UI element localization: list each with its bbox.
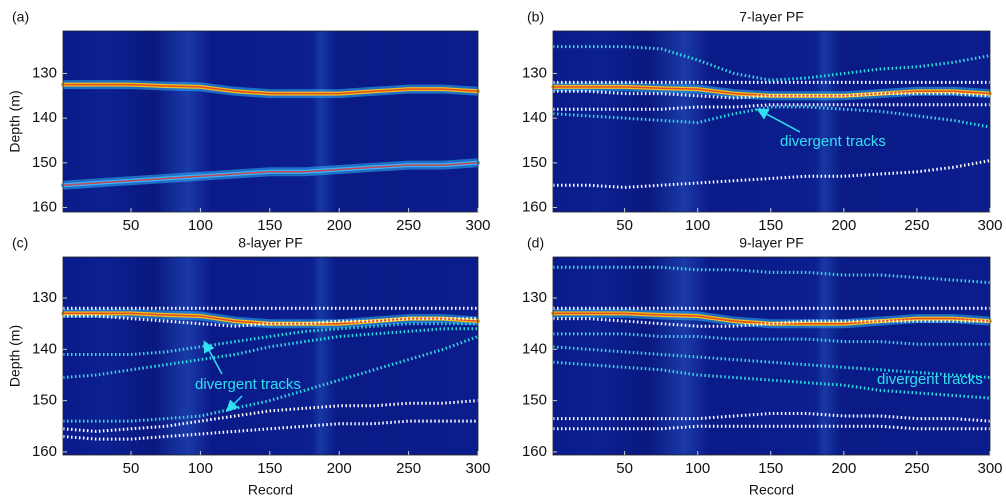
track bbox=[553, 412, 991, 423]
x-tick-label: 250 bbox=[396, 217, 421, 234]
x-tick-label: 50 bbox=[616, 460, 633, 477]
x-tick-label: 300 bbox=[465, 460, 490, 477]
x-tick-label: 100 bbox=[188, 217, 213, 234]
y-tick-label: 130 bbox=[32, 289, 57, 306]
annotation-arrow bbox=[756, 108, 801, 133]
plot-frame bbox=[552, 30, 991, 213]
x-tick-label: 50 bbox=[616, 217, 633, 234]
band-core bbox=[63, 83, 479, 95]
y-tick-label: 140 bbox=[522, 109, 547, 126]
y-tick-label: 140 bbox=[32, 109, 57, 126]
track bbox=[62, 399, 479, 433]
x-tick-label: 250 bbox=[904, 217, 929, 234]
x-tick-label: 150 bbox=[257, 217, 282, 234]
x-tick-label: 200 bbox=[831, 217, 856, 234]
plot-frame bbox=[552, 256, 991, 456]
track bbox=[553, 424, 990, 431]
x-tick-label: 150 bbox=[758, 460, 783, 477]
track bbox=[552, 360, 991, 400]
y-tick-label: 150 bbox=[522, 392, 547, 409]
panel-title: 9-layer PF bbox=[739, 235, 804, 251]
x-tick-label: 150 bbox=[257, 460, 282, 477]
x-tick-label: 100 bbox=[188, 460, 213, 477]
x-tick-label: 200 bbox=[831, 460, 856, 477]
panel-label: (b) bbox=[527, 9, 544, 25]
band-core bbox=[63, 312, 479, 325]
track bbox=[553, 317, 990, 328]
plot-frame bbox=[62, 30, 479, 213]
panel-label: (c) bbox=[12, 235, 28, 251]
annotation-arrow bbox=[203, 340, 223, 375]
track bbox=[553, 332, 990, 346]
x-tick-label: 50 bbox=[123, 460, 140, 477]
y-tick-label: 150 bbox=[522, 154, 547, 171]
track bbox=[62, 419, 478, 441]
x-tick-label: 300 bbox=[977, 217, 1002, 234]
track bbox=[553, 89, 991, 100]
track bbox=[553, 265, 991, 285]
x-tick-label: 200 bbox=[327, 217, 352, 234]
track bbox=[63, 335, 479, 423]
y-tick-label: 150 bbox=[32, 154, 57, 171]
y-tick-label: 140 bbox=[522, 340, 547, 357]
plot-frame bbox=[62, 256, 479, 456]
plot-background bbox=[553, 257, 990, 455]
band-core bbox=[553, 312, 991, 325]
x-tick-label: 100 bbox=[685, 217, 710, 234]
y-axis-label: Depth (m) bbox=[7, 325, 23, 387]
x-tick-label: 100 bbox=[685, 460, 710, 477]
x-axis-label: Record bbox=[749, 482, 794, 498]
x-tick-label: 250 bbox=[396, 460, 421, 477]
y-tick-label: 140 bbox=[32, 340, 57, 357]
y-tick-label: 160 bbox=[522, 198, 547, 215]
y-tick-label: 130 bbox=[522, 289, 547, 306]
x-tick-label: 300 bbox=[465, 217, 490, 234]
x-tick-label: 300 bbox=[977, 460, 1002, 477]
x-tick-label: 50 bbox=[123, 217, 140, 234]
annotation: divergent tracks bbox=[195, 376, 301, 393]
track bbox=[553, 45, 991, 82]
x-axis-label: Record bbox=[248, 482, 293, 498]
plot-background bbox=[553, 31, 990, 212]
panel-title: 7-layer PF bbox=[739, 9, 804, 25]
y-tick-label: 150 bbox=[32, 392, 57, 409]
panel-title: 8-layer PF bbox=[238, 235, 303, 251]
track bbox=[552, 345, 991, 379]
x-tick-label: 150 bbox=[758, 217, 783, 234]
track bbox=[553, 103, 990, 111]
annotation: divergent tracks bbox=[877, 371, 983, 388]
band-core bbox=[62, 162, 479, 186]
y-tick-label: 160 bbox=[32, 198, 57, 215]
y-tick-label: 160 bbox=[32, 443, 57, 460]
y-tick-label: 160 bbox=[522, 443, 547, 460]
panel-label: (d) bbox=[527, 235, 544, 251]
y-axis-label: Depth (m) bbox=[7, 90, 23, 152]
track bbox=[63, 322, 478, 356]
annotation: divergent tracks bbox=[780, 133, 886, 150]
track bbox=[553, 159, 991, 189]
track bbox=[63, 314, 478, 328]
panel-label: (a) bbox=[12, 9, 29, 25]
y-tick-label: 130 bbox=[522, 64, 547, 81]
annotation-arrow bbox=[225, 395, 243, 413]
track bbox=[62, 327, 478, 379]
band-core bbox=[553, 86, 991, 97]
x-tick-label: 200 bbox=[327, 460, 352, 477]
x-tick-label: 250 bbox=[904, 460, 929, 477]
y-tick-label: 130 bbox=[32, 64, 57, 81]
